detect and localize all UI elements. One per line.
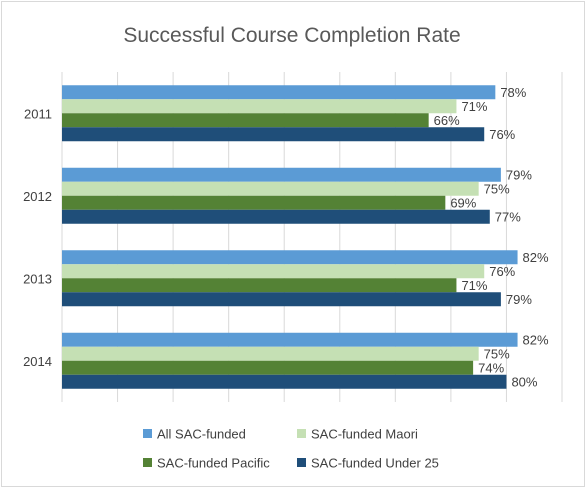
category-label: 2014	[23, 354, 52, 369]
bar	[62, 360, 474, 375]
bar	[62, 113, 429, 128]
data-label: 82%	[523, 332, 549, 347]
bar	[62, 278, 457, 293]
data-label: 76%	[489, 127, 515, 142]
bars	[62, 85, 518, 389]
category-label: 2011	[24, 106, 52, 121]
data-label: 79%	[506, 167, 532, 182]
data-label: 82%	[523, 250, 549, 265]
bar	[62, 99, 457, 114]
data-label: 74%	[478, 360, 504, 375]
data-label: 69%	[450, 195, 476, 210]
data-label: 66%	[434, 113, 460, 128]
category-label: 2012	[23, 189, 52, 204]
bar	[62, 127, 485, 142]
bar	[62, 167, 501, 182]
data-label: 75%	[484, 181, 510, 196]
bar	[62, 209, 490, 224]
data-label: 80%	[511, 374, 537, 389]
data-label: 79%	[506, 292, 532, 307]
data-label: 78%	[500, 85, 526, 100]
legend-label: All SAC-funded	[157, 427, 246, 442]
category-labels: 2011 2012 2013 2014	[23, 106, 52, 369]
legend-swatch	[297, 458, 306, 467]
legend-label: SAC-funded Maori	[311, 427, 418, 442]
bar	[62, 374, 507, 389]
legend-swatch	[297, 429, 306, 438]
bar	[62, 250, 518, 265]
data-label: 75%	[484, 346, 510, 361]
data-labels: 78%71%66%76%79%75%69%77%82%76%71%79%82%7…	[434, 85, 549, 390]
bar	[62, 346, 479, 361]
data-label: 71%	[461, 99, 487, 114]
bar	[62, 332, 518, 347]
bar	[62, 292, 501, 307]
bar	[62, 195, 446, 210]
data-label: 77%	[495, 209, 521, 224]
chart-title: Successful Course Completion Rate	[123, 24, 460, 47]
bar	[62, 181, 479, 196]
legend-swatch	[143, 429, 152, 438]
legend-swatch	[143, 458, 152, 467]
bar	[62, 85, 496, 100]
category-label: 2013	[23, 271, 52, 286]
data-label: 76%	[489, 264, 515, 279]
data-label: 71%	[461, 278, 487, 293]
legend-label: SAC-funded Under 25	[311, 456, 439, 471]
bar	[62, 264, 485, 279]
legend: All SAC-funded SAC-funded Maori SAC-funded…	[143, 427, 439, 471]
legend-label: SAC-funded Pacific	[157, 456, 270, 471]
